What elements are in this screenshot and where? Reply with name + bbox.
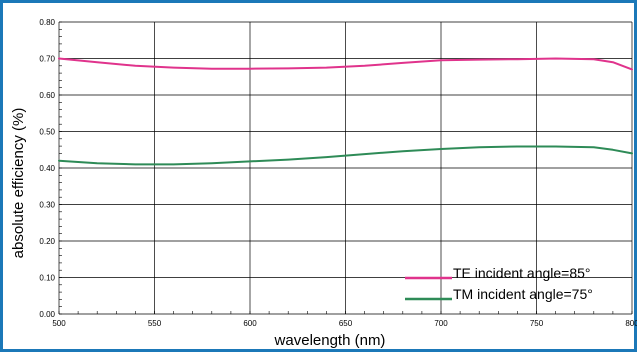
y-tick-label: 0.00 [39, 310, 55, 319]
legend: TE incident angle=85° TM incident angle=7… [405, 265, 593, 302]
y-tick-label: 0.50 [39, 128, 55, 137]
y-tick-label: 0.30 [39, 201, 55, 210]
x-tick-label: 800 [625, 319, 637, 328]
y-axis-title: absolute efficiency (%) [10, 108, 27, 259]
y-tick-label: 0.60 [39, 91, 55, 100]
x-tick-label: 750 [530, 319, 544, 328]
x-tick-label: 550 [148, 319, 162, 328]
series-line-1 [58, 57, 633, 71]
x-tick-label: 500 [52, 319, 66, 328]
y-tick-label: 0.20 [39, 237, 55, 246]
x-axis-title: wavelength (nm) [274, 332, 386, 349]
legend-label-2: TM incident angle=75° [453, 286, 593, 302]
y-tick-label: 0.80 [39, 18, 55, 27]
y-tick-label: 0.70 [39, 55, 55, 64]
series-layer [58, 57, 633, 166]
x-tick-label: 700 [434, 319, 448, 328]
y-tick-label: 0.10 [39, 274, 55, 283]
x-tick-label: 600 [243, 319, 257, 328]
x-tick-label: 650 [339, 319, 353, 328]
y-tick-label: 0.40 [39, 164, 55, 173]
legend-label-1: TE incident angle=85° [453, 265, 591, 281]
series-line-2 [58, 145, 633, 166]
tick-labels: 0.00 0.10 0.20 0.30 0.40 0.50 0.60 0.70 0.80 500 5… [39, 18, 637, 328]
